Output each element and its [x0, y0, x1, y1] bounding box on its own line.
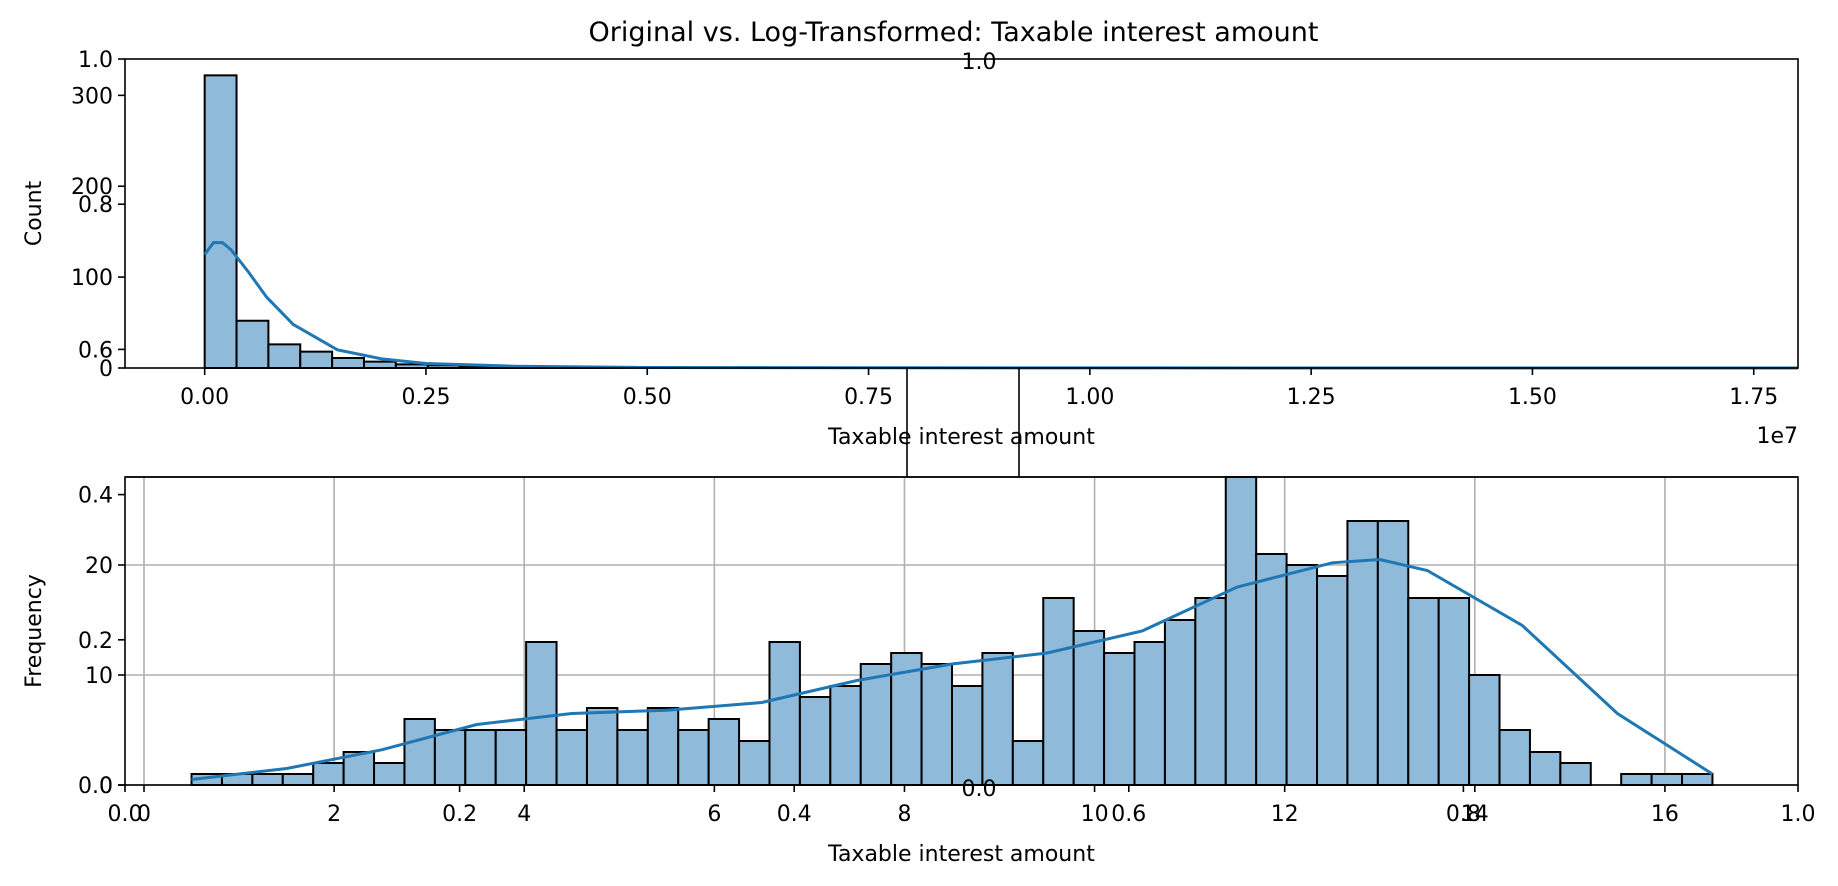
x-tick-label: 0.75: [844, 385, 893, 410]
overlay-y-tick-label: 1.0: [78, 48, 113, 73]
histogram-bar: [829, 685, 862, 786]
histogram-bar: [1468, 674, 1501, 786]
histogram-bar: [1407, 597, 1440, 786]
histogram-bar: [373, 762, 406, 786]
overlay-x-tick-label: 0.4: [777, 802, 812, 827]
overlay-center-bottom-label: 0.0: [962, 777, 997, 802]
histogram-bar: [1194, 597, 1227, 786]
y-tick-label: 0: [99, 357, 113, 382]
histogram-bar: [555, 729, 588, 786]
chart-title: Original vs. Log-Transformed: Taxable in…: [589, 17, 1319, 48]
x-tick-label: 1.00: [1065, 385, 1114, 410]
histogram-bar: [798, 696, 832, 786]
histogram-bar: [859, 663, 893, 786]
overlay-y-tick-label: 0.2: [78, 629, 113, 654]
histogram-bar: [1316, 575, 1349, 786]
x-tick-label: 16: [1651, 802, 1679, 827]
x-tick-label: 6: [707, 802, 721, 827]
x-axis-label: Taxable interest amount: [827, 425, 1095, 450]
histogram-bar: [433, 729, 467, 786]
histogram-bar: [950, 685, 984, 786]
histogram-bar: [203, 74, 238, 369]
histogram-bar: [299, 350, 334, 369]
histogram-bar: [403, 718, 436, 786]
histogram-bar: [1011, 740, 1045, 786]
histogram-bar: [707, 718, 741, 786]
histogram-bar: [1163, 619, 1197, 786]
overlay-x-tick-label: 0.8: [1446, 802, 1481, 827]
histogram-bar: [251, 773, 284, 786]
histogram-bar: [1681, 773, 1714, 786]
histogram-bar: [464, 729, 497, 786]
overlay-x-tick-label: 0.0: [108, 802, 143, 827]
histogram-bar: [768, 641, 801, 786]
overlay-x-tick-label: 1.0: [1781, 802, 1816, 827]
histogram-bar: [1072, 630, 1106, 786]
x-tick-label: 10: [1081, 802, 1109, 827]
x-tick-label: 0.25: [401, 385, 450, 410]
histogram-bar: [920, 663, 953, 786]
x-tick-label: 4: [517, 802, 531, 827]
overlay-center-top-label: 1.0: [962, 50, 997, 75]
histogram-bar: [312, 762, 345, 786]
histogram-bar: [677, 729, 710, 786]
x-offset-label: 1e7: [1756, 424, 1798, 449]
histogram-bar: [738, 740, 771, 786]
x-tick-label: 0.00: [180, 385, 229, 410]
x-tick-label: 1.75: [1729, 385, 1778, 410]
overlay-y-tick-label: 0.0: [78, 774, 113, 799]
histogram-bar: [1559, 762, 1592, 786]
histogram-bar: [494, 729, 528, 786]
y-tick-label: 0: [99, 774, 113, 799]
y-axis-label: Count: [22, 180, 47, 246]
histogram-bar: [1285, 564, 1319, 786]
histogram-bar: [1437, 597, 1471, 786]
x-tick-label: 0: [137, 802, 151, 827]
histogram-bar: [1042, 597, 1075, 786]
histogram-bar: [1255, 553, 1288, 786]
axes-frame: [124, 58, 1799, 369]
kde-line: [191, 557, 1714, 781]
x-tick-label: 1.25: [1287, 385, 1336, 410]
histogram-bar: [1528, 751, 1562, 786]
histogram-bar: [1650, 773, 1684, 786]
overlay-y-tick-label: 0.4: [78, 484, 113, 509]
histogram-bar: [1498, 729, 1531, 786]
histogram-bar: [616, 729, 649, 786]
y-tick-label: 100: [71, 266, 113, 291]
overlay-y-tick-label: 0.8: [78, 193, 113, 218]
histogram-bar: [235, 319, 270, 370]
histogram-bar: [363, 360, 397, 370]
kde-line: [203, 241, 1798, 370]
histogram-bar: [331, 357, 365, 369]
x-tick-label: 0.50: [623, 385, 672, 410]
y-tick-label: 10: [85, 664, 113, 689]
histogram-bar: [525, 641, 558, 786]
x-tick-label: 8: [897, 802, 911, 827]
histogram-bar: [1133, 641, 1166, 786]
histogram-bar: [981, 652, 1014, 786]
x-tick-label: 1.50: [1508, 385, 1557, 410]
x-tick-label: 12: [1271, 802, 1299, 827]
y-tick-label: 200: [71, 175, 113, 200]
histogram-bar: [646, 707, 680, 786]
histogram-bar: [1620, 773, 1653, 786]
histogram-bar: [281, 773, 315, 786]
x-tick-label: 2: [327, 802, 341, 827]
y-tick-label: 300: [71, 84, 113, 109]
overlay-x-tick-label: 0.6: [1111, 802, 1146, 827]
y-axis-label: Frequency: [22, 574, 47, 688]
histogram-bar: [585, 707, 619, 786]
overlay-x-tick-label: 0.2: [442, 802, 477, 827]
x-axis-label: Taxable interest amount: [827, 842, 1095, 867]
overlay-y-tick-label: 0.6: [78, 338, 113, 363]
histogram-bar: [267, 343, 302, 369]
histogram-bar: [1103, 652, 1136, 786]
x-tick-label: 14: [1461, 802, 1489, 827]
histogram-bar: [1224, 476, 1258, 786]
y-tick-label: 20: [85, 554, 113, 579]
